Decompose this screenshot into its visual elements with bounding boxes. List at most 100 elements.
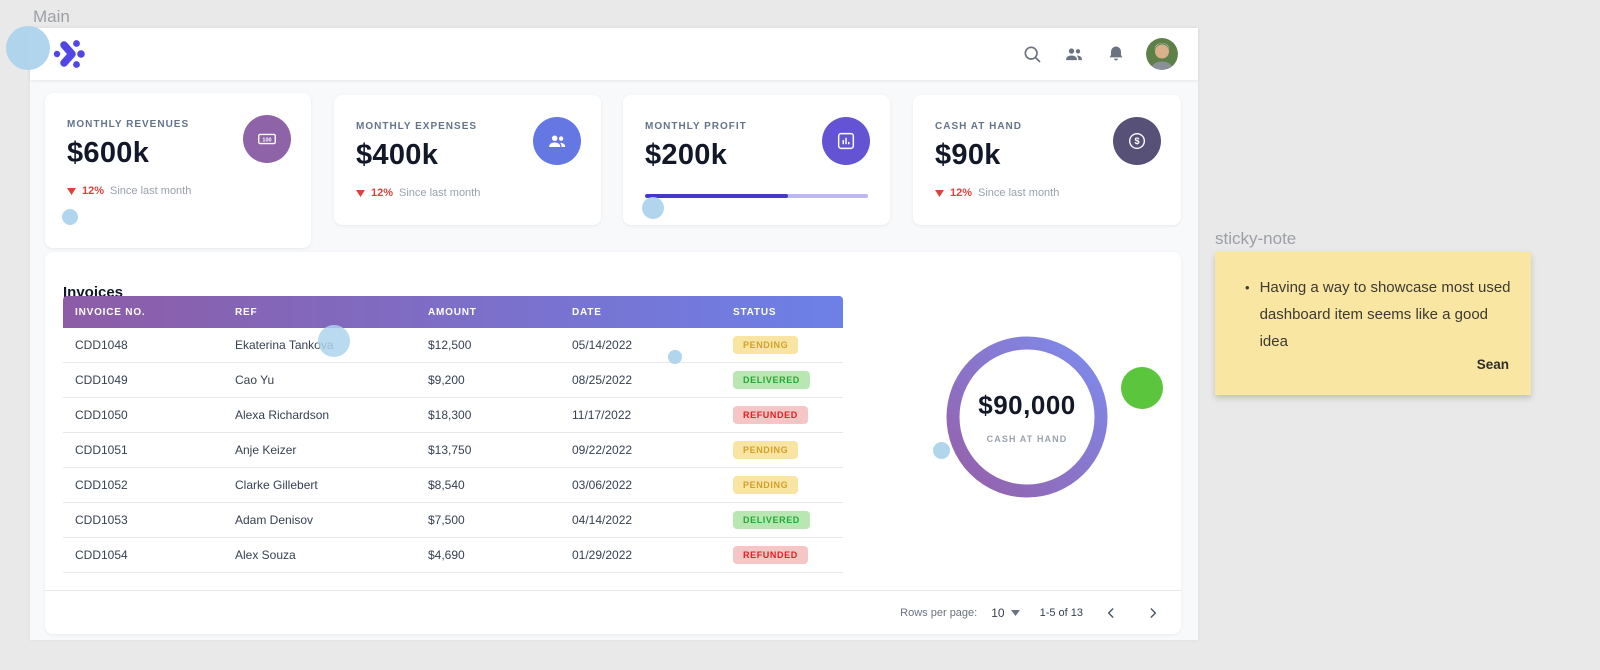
stat-card-cash-at-hand: Cash at Hand $90k 12% Since last month $ bbox=[913, 95, 1181, 225]
svg-text:$: $ bbox=[1134, 136, 1139, 146]
column-header-invoice-no: Invoice No. bbox=[75, 306, 146, 318]
sticky-note-text: Having a way to showcase most used dashb… bbox=[1259, 279, 1511, 350]
annotation-dot bbox=[62, 209, 78, 225]
cell-no: CDD1051 bbox=[75, 443, 128, 457]
stat-value: $90k bbox=[935, 139, 1001, 171]
cell-ref: Alex Souza bbox=[235, 548, 296, 562]
cell-ref: Clarke Gillebert bbox=[235, 478, 318, 492]
cell-no: CDD1053 bbox=[75, 513, 128, 527]
cell-date: 11/17/2022 bbox=[572, 408, 632, 422]
table-row: CDD1054 Alex Souza $4,690 01/29/2022 REFUNDE… bbox=[63, 538, 843, 573]
cell-status: PENDING bbox=[721, 336, 843, 354]
app-window: Monthly Revenues $600k 12% Since last mo… bbox=[30, 28, 1198, 640]
donut-center: $90,000 CASH AT HAND bbox=[939, 329, 1115, 505]
previous-page-button[interactable] bbox=[1097, 599, 1125, 627]
column-header-date: Date bbox=[572, 306, 602, 318]
cell-status: REFUNDED bbox=[721, 406, 843, 424]
cell-ref: Anje Keizer bbox=[235, 443, 297, 457]
rows-per-page-select[interactable]: 10 bbox=[991, 605, 1020, 620]
column-header-status: Status bbox=[733, 306, 777, 318]
status-badge: PENDING bbox=[733, 441, 799, 459]
frame-label-sticky-note: sticky-note bbox=[1215, 229, 1297, 248]
donut-label: CASH AT HAND bbox=[986, 434, 1068, 444]
status-badge: REFUNDED bbox=[733, 406, 808, 424]
people-icon bbox=[533, 117, 581, 165]
rows-per-page-label: Rows per page: bbox=[900, 606, 978, 619]
cell-no: CDD1049 bbox=[75, 373, 128, 387]
status-badge: REFUNDED bbox=[733, 546, 808, 564]
cell-amount: $13,750 bbox=[428, 443, 472, 457]
cell-no: CDD1050 bbox=[75, 408, 128, 422]
sticky-note[interactable]: • Having a way to showcase most used das… bbox=[1215, 252, 1531, 395]
column-header-ref: Ref bbox=[235, 306, 258, 318]
arrow-down-icon bbox=[935, 189, 944, 197]
sticky-note-body: • Having a way to showcase most used das… bbox=[1245, 274, 1511, 355]
cell-amount: $7,500 bbox=[428, 513, 465, 527]
cell-status: PENDING bbox=[721, 441, 843, 459]
annotation-dot bbox=[642, 197, 664, 219]
profit-progress-fill bbox=[645, 194, 788, 198]
pagination-range: 1-5 of 13 bbox=[1039, 606, 1083, 619]
cell-date: 03/06/2022 bbox=[572, 478, 633, 492]
cell-amount: $8,540 bbox=[428, 478, 465, 492]
profit-progress-bar bbox=[645, 194, 868, 198]
delta-note: Since last month bbox=[110, 185, 192, 197]
stat-card-monthly-profit: Monthly Profit $200k bbox=[623, 95, 890, 225]
stat-label: Cash at Hand bbox=[935, 121, 1022, 132]
cell-amount: $12,500 bbox=[428, 338, 472, 352]
delta-percent: 12% bbox=[371, 187, 394, 199]
cell-date: 08/25/2022 bbox=[572, 373, 633, 387]
bullet-glyph: • bbox=[1245, 280, 1250, 295]
dollar-icon: $ bbox=[1113, 117, 1161, 165]
cell-no: CDD1052 bbox=[75, 478, 128, 492]
cell-ref: Adam Denisov bbox=[235, 513, 314, 527]
table-pagination: Rows per page: 10 1-5 of 13 bbox=[45, 590, 1181, 634]
column-header-amount: Amount bbox=[428, 306, 477, 318]
sticky-note-author: Sean bbox=[1476, 357, 1509, 372]
table-row: CDD1051 Anje Keizer $13,750 09/22/2022 PENDI… bbox=[63, 433, 843, 468]
table-body: CDD1048 Ekaterina Tankova $12,500 05/14/202… bbox=[63, 328, 843, 573]
chevron-left-icon bbox=[1107, 607, 1114, 618]
table-header-row: Invoice No. Ref Amount Date Status bbox=[63, 296, 843, 328]
cell-amount: $4,690 bbox=[428, 548, 465, 562]
app-logo[interactable] bbox=[52, 37, 86, 71]
invoices-panel: Invoices Invoice No. Ref Amount Date Sta… bbox=[45, 252, 1181, 634]
table-row: CDD1050 Alexa Richardson $18,300 11/17/2022… bbox=[63, 398, 843, 433]
cell-status: PENDING bbox=[721, 476, 843, 494]
avatar[interactable] bbox=[1146, 38, 1178, 70]
delta-percent: 12% bbox=[82, 185, 105, 197]
invoices-table: Invoice No. Ref Amount Date Status CDD10… bbox=[63, 296, 843, 573]
stat-delta: 12% Since last month bbox=[67, 185, 291, 197]
users-icon[interactable] bbox=[1056, 36, 1092, 72]
status-badge: DELIVERED bbox=[733, 371, 810, 389]
cell-no: CDD1048 bbox=[75, 338, 128, 352]
stat-label: Monthly Profit bbox=[645, 121, 747, 132]
search-icon[interactable] bbox=[1014, 36, 1050, 72]
bell-icon[interactable] bbox=[1098, 36, 1134, 72]
cell-ref: Ekaterina Tankova bbox=[235, 338, 334, 352]
cell-status: DELIVERED bbox=[721, 511, 843, 529]
next-page-button[interactable] bbox=[1139, 599, 1167, 627]
cell-date: 04/14/2022 bbox=[572, 513, 633, 527]
annotation-dot bbox=[6, 26, 50, 70]
stat-card-monthly-expenses: Monthly Expenses $400k 12% Since last mo… bbox=[334, 95, 601, 225]
cell-status: DELIVERED bbox=[721, 371, 843, 389]
status-badge: DELIVERED bbox=[733, 511, 810, 529]
cell-status: REFUNDED bbox=[721, 546, 843, 564]
stat-value: $400k bbox=[356, 139, 439, 171]
annotation-dot bbox=[668, 350, 682, 364]
table-row: CDD1048 Ekaterina Tankova $12,500 05/14/202… bbox=[63, 328, 843, 363]
chevron-down-icon bbox=[1010, 609, 1020, 616]
annotation-dot-green bbox=[1121, 367, 1163, 409]
table-row: CDD1053 Adam Denisov $7,500 04/14/2022 DELIV… bbox=[63, 503, 843, 538]
cell-date: 01/29/2022 bbox=[572, 548, 633, 562]
cell-no: CDD1054 bbox=[75, 548, 128, 562]
rows-per-page-value: 10 bbox=[991, 605, 1005, 620]
table-row: CDD1052 Clarke Gillebert $8,540 03/06/2022 P… bbox=[63, 468, 843, 503]
stat-label: Monthly Expenses bbox=[356, 121, 478, 132]
bar-chart-icon bbox=[822, 117, 870, 165]
table-row: CDD1049 Cao Yu $9,200 08/25/2022 DELIVERED bbox=[63, 363, 843, 398]
cell-ref: Alexa Richardson bbox=[235, 408, 330, 422]
status-badge: PENDING bbox=[733, 336, 799, 354]
